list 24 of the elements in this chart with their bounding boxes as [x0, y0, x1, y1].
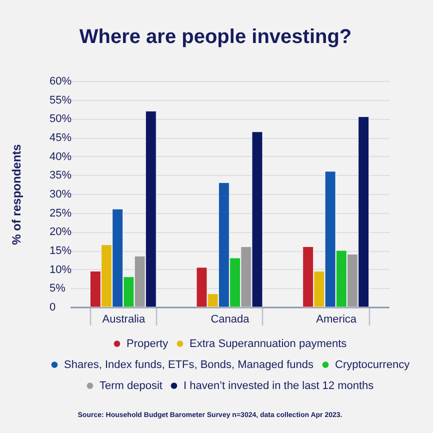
y-tick-label: 60%: [50, 76, 72, 88]
y-tick-label: 25%: [50, 207, 72, 220]
y-tick-label: 50%: [50, 113, 72, 126]
chart-title: Where are people investing?: [79, 26, 352, 48]
y-tick-label: 35%: [50, 170, 72, 182]
legend-label: Cryptocurrency: [335, 358, 410, 371]
y-tick-label: 0: [50, 302, 56, 314]
y-tick-label: 20%: [50, 226, 72, 238]
y-tick-label: 55%: [50, 94, 72, 106]
y-tick-label: 30%: [50, 188, 72, 200]
y-tick-label: 40%: [50, 150, 72, 163]
y-axis-title: % of respondents: [10, 144, 24, 245]
legend-label: I haven’t invested in the last 12 months: [184, 380, 374, 392]
y-tick-label: 45%: [50, 132, 72, 144]
legend-label: Shares, Index funds, ETFs, Bonds, Managed funds: [64, 358, 314, 371]
y-tick-label: 15%: [50, 245, 72, 257]
legend-label: Term deposit: [100, 380, 162, 392]
y-tick-label: 10%: [50, 264, 72, 276]
x-tick-label: Australia: [102, 314, 146, 326]
y-tick-label: 5%: [50, 282, 66, 295]
x-tick-label: America: [316, 314, 358, 326]
legend-label: Property: [126, 338, 169, 350]
x-tick-label: Canada: [210, 314, 250, 326]
legend-label: Extra Superannuation payments: [190, 338, 348, 350]
